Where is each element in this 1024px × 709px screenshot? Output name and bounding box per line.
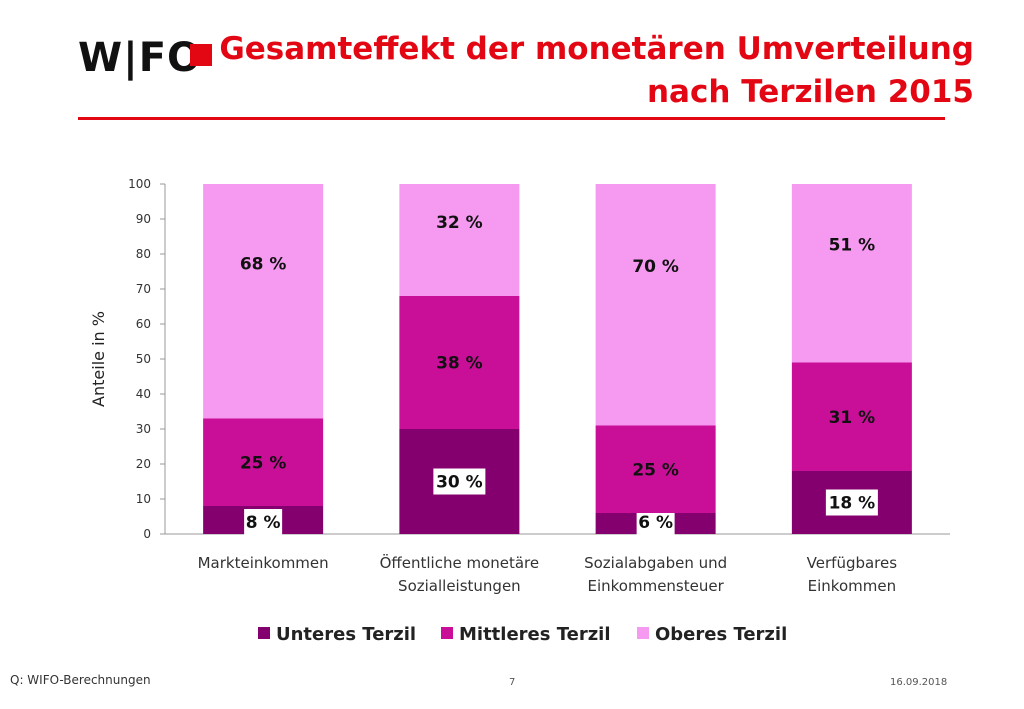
legend-label: Unteres Terzil	[276, 624, 416, 645]
y-tick-label: 40	[136, 387, 151, 401]
data-label: 18 %	[829, 494, 876, 514]
data-label: 51 %	[829, 236, 876, 256]
title-line-1: Gesamteffekt der monetären Umverteilung	[219, 31, 974, 67]
y-tick-label: 70	[136, 282, 151, 296]
title-divider	[78, 117, 945, 120]
data-label-box	[244, 509, 283, 535]
data-label-box	[433, 468, 486, 495]
bar-segment	[399, 184, 520, 296]
y-axis-label: Anteile in %	[89, 311, 108, 407]
category-label: Sozialabgaben und	[584, 554, 727, 572]
data-label: 30 %	[436, 473, 483, 493]
data-label: 25 %	[240, 453, 287, 473]
data-label-box	[825, 489, 878, 516]
legend-label: Oberes Terzil	[655, 624, 787, 645]
y-tick-label: 80	[136, 247, 151, 261]
page-title: Gesamteffekt der monetären Umverteilung …	[214, 28, 974, 114]
category-label: Öffentliche monetäre	[380, 553, 540, 572]
logo-square-icon	[190, 44, 212, 66]
data-label-box	[636, 509, 675, 535]
data-label: 6 %	[638, 513, 673, 533]
category-label: Einkommensteuer	[587, 577, 724, 595]
y-tick-label: 60	[136, 317, 151, 331]
data-label: 70 %	[632, 257, 679, 277]
source-note: Q: WIFO-Berechnungen	[10, 673, 151, 687]
legend-swatch	[258, 627, 270, 639]
y-tick-label: 50	[136, 352, 151, 366]
bar-segment	[399, 296, 520, 429]
bar-segment	[791, 184, 912, 363]
y-tick-label: 100	[128, 177, 151, 191]
bar-segment	[203, 418, 324, 506]
legend-swatch	[441, 627, 453, 639]
y-tick-label: 0	[143, 527, 151, 541]
data-label: 32 %	[436, 213, 483, 233]
category-label: Sozialleistungen	[398, 577, 521, 595]
y-tick-label: 30	[136, 422, 151, 436]
category-label: Markteinkommen	[198, 554, 329, 572]
bar-segment	[595, 425, 716, 513]
y-tick-label: 90	[136, 212, 151, 226]
data-label: 31 %	[829, 408, 876, 428]
legend-swatch	[637, 627, 649, 639]
category-label: Verfügbares	[807, 554, 898, 572]
data-label: 25 %	[632, 460, 679, 480]
wifo-logo: W|FO	[78, 35, 203, 81]
data-label: 38 %	[436, 354, 483, 374]
date-stamp: 16.09.2018	[890, 677, 948, 688]
page-number: 7	[509, 677, 516, 688]
title-line-2: nach Terzilen 2015	[646, 74, 974, 110]
category-label: Einkommen	[808, 577, 896, 595]
y-tick-label: 10	[136, 492, 151, 506]
data-label: 8 %	[246, 513, 281, 533]
data-label: 68 %	[240, 255, 287, 275]
legend-label: Mittleres Terzil	[459, 624, 611, 645]
bar-segment	[203, 184, 324, 419]
bar-segment	[595, 184, 716, 426]
bar-segment	[791, 362, 912, 471]
y-tick-label: 20	[136, 457, 151, 471]
